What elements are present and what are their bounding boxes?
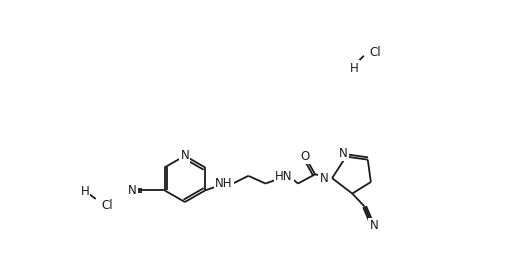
Text: O: O <box>300 150 310 163</box>
Text: Cl: Cl <box>369 46 381 59</box>
Text: Cl: Cl <box>101 199 113 212</box>
Text: N: N <box>339 147 348 160</box>
Text: H: H <box>350 62 359 75</box>
Text: NH: NH <box>215 177 233 190</box>
Text: H: H <box>80 185 89 198</box>
Text: N: N <box>180 149 189 162</box>
Text: N: N <box>369 219 378 232</box>
Text: N: N <box>128 184 137 197</box>
Text: HN: HN <box>275 170 293 183</box>
Text: N: N <box>320 172 328 185</box>
